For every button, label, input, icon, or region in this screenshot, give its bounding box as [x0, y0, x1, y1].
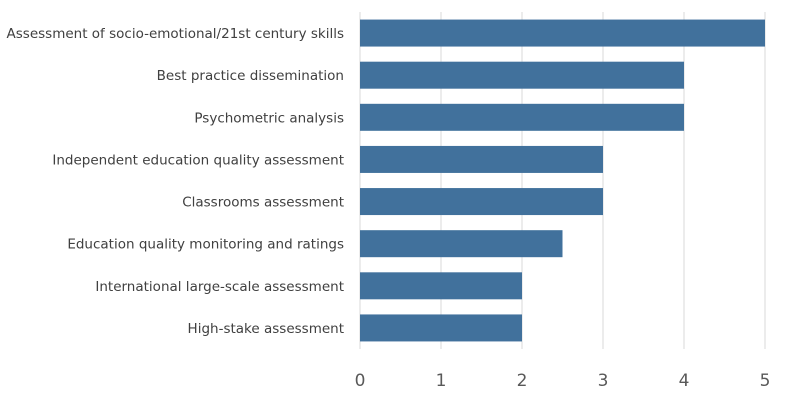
category-label-7: High-stake assessment	[188, 321, 344, 337]
x-tick-label-5: 5	[760, 371, 771, 391]
x-tick-label-4: 4	[679, 371, 690, 391]
category-label-2: Psychometric analysis	[194, 110, 344, 126]
bar-6	[360, 272, 522, 300]
x-tick-label-2: 2	[517, 371, 528, 391]
bar-2	[360, 103, 684, 131]
x-tick-labels: 0 1 2 3 4 5	[355, 371, 771, 391]
x-tick-label-3: 3	[598, 371, 609, 391]
category-label-5: Education quality monitoring and ratings	[67, 237, 344, 253]
bars	[360, 19, 765, 342]
category-label-1: Best practice dissemination	[157, 68, 344, 84]
bar-7	[360, 314, 522, 342]
category-labels: Assessment of socio-emotional/21st centu…	[7, 26, 344, 337]
category-label-6: International large-scale assessment	[95, 279, 344, 295]
category-label-3: Independent education quality assessment	[52, 152, 344, 168]
bar-4	[360, 188, 603, 216]
bar-0	[360, 19, 765, 47]
bar-1	[360, 61, 684, 89]
x-tick-label-0: 0	[355, 371, 366, 391]
category-label-0: Assessment of socio-emotional/21st centu…	[7, 26, 344, 42]
bar-3	[360, 145, 603, 173]
category-label-4: Classrooms assessment	[182, 195, 344, 211]
x-tick-label-1: 1	[436, 371, 447, 391]
bar-5	[360, 230, 563, 258]
